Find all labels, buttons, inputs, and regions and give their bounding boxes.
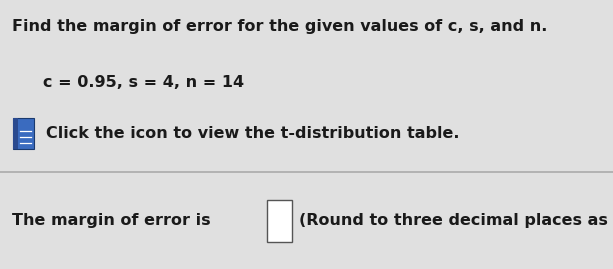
- Text: c = 0.95, s = 4, n = 14: c = 0.95, s = 4, n = 14: [43, 75, 244, 90]
- Text: Find the margin of error for the given values of c, s, and n.: Find the margin of error for the given v…: [12, 19, 547, 34]
- FancyBboxPatch shape: [13, 118, 18, 149]
- Text: Click the icon to view the t-distribution table.: Click the icon to view the t-distributio…: [46, 126, 460, 141]
- FancyBboxPatch shape: [267, 200, 292, 242]
- Text: The margin of error is: The margin of error is: [12, 213, 211, 228]
- FancyBboxPatch shape: [13, 118, 34, 149]
- Text: (Round to three decimal places as needed: (Round to three decimal places as needed: [299, 213, 613, 228]
